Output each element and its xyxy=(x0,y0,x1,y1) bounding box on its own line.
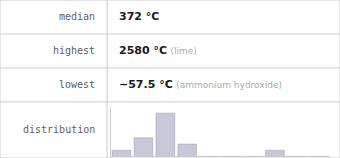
svg-text:372 °C: 372 °C xyxy=(119,10,159,23)
svg-text:median: median xyxy=(59,11,95,22)
svg-text:lowest: lowest xyxy=(59,79,95,90)
svg-text:−57.5 °C (ammonium hydroxide): −57.5 °C (ammonium hydroxide) xyxy=(119,78,282,91)
svg-text:2580 °C (lime): 2580 °C (lime) xyxy=(119,44,197,57)
svg-text:highest: highest xyxy=(53,45,95,56)
svg-text:distribution: distribution xyxy=(23,124,95,135)
